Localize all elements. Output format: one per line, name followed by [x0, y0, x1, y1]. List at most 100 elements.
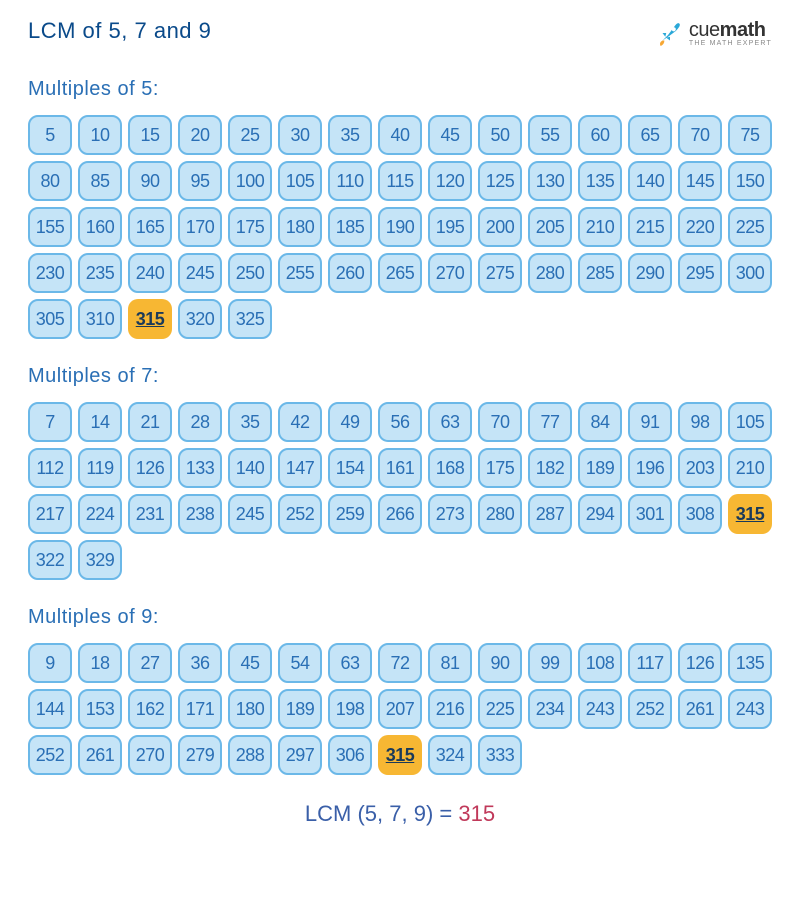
multiple-cell: 171	[178, 689, 222, 729]
logo-text: cuemath	[689, 19, 772, 42]
multiple-cell: 205	[528, 207, 572, 247]
multiple-cell: 324	[428, 735, 472, 775]
multiple-cell: 140	[228, 448, 272, 488]
multiple-cell: 65	[628, 115, 672, 155]
result-line: LCM (5, 7, 9) = 315	[28, 801, 772, 827]
multiple-cell: 252	[278, 494, 322, 534]
multiple-cell: 42	[278, 402, 322, 442]
multiple-cell: 294	[578, 494, 622, 534]
multiple-cell: 180	[228, 689, 272, 729]
multiple-cell: 260	[328, 253, 372, 293]
multiple-cell: 235	[78, 253, 122, 293]
multiple-cell: 273	[428, 494, 472, 534]
multiple-cell: 10	[78, 115, 122, 155]
multiple-cell: 295	[678, 253, 722, 293]
logo-tagline: THE MATH EXPERT	[689, 40, 772, 47]
multiple-cell: 301	[628, 494, 672, 534]
multiple-cell: 56	[378, 402, 422, 442]
multiple-cell: 300	[728, 253, 772, 293]
multiples-grid: 5101520253035404550556065707580859095100…	[28, 115, 772, 339]
multiple-cell: 125	[478, 161, 522, 201]
multiple-cell: 45	[228, 643, 272, 683]
multiple-cell: 216	[428, 689, 472, 729]
multiple-cell: 320	[178, 299, 222, 339]
section-title: Multiples of 7:	[28, 365, 772, 388]
multiple-cell: 147	[278, 448, 322, 488]
brand-logo: cuemath THE MATH EXPERT	[655, 18, 772, 48]
multiple-cell: 230	[28, 253, 72, 293]
multiple-cell: 322	[28, 540, 72, 580]
multiple-cell: 54	[278, 643, 322, 683]
multiple-cell: 250	[228, 253, 272, 293]
multiple-cell: 288	[228, 735, 272, 775]
multiple-cell: 306	[328, 735, 372, 775]
result-label: LCM (5, 7, 9) =	[305, 801, 458, 826]
multiple-cell-highlight: 315	[128, 299, 172, 339]
multiple-cell: 9	[28, 643, 72, 683]
multiple-cell: 210	[578, 207, 622, 247]
multiple-cell: 72	[378, 643, 422, 683]
multiple-cell: 5	[28, 115, 72, 155]
multiple-cell: 145	[678, 161, 722, 201]
multiple-cell: 115	[378, 161, 422, 201]
multiple-cell: 90	[478, 643, 522, 683]
multiple-cell: 55	[528, 115, 572, 155]
multiple-cell: 140	[628, 161, 672, 201]
multiple-cell: 259	[328, 494, 372, 534]
multiple-cell: 120	[428, 161, 472, 201]
multiple-cell: 310	[78, 299, 122, 339]
multiple-cell: 195	[428, 207, 472, 247]
multiple-cell: 144	[28, 689, 72, 729]
multiple-cell: 252	[628, 689, 672, 729]
multiple-cell: 15	[128, 115, 172, 155]
multiple-cell: 270	[428, 253, 472, 293]
multiple-cell: 35	[328, 115, 372, 155]
multiple-cell: 49	[328, 402, 372, 442]
multiple-cell: 70	[678, 115, 722, 155]
multiple-cell: 243	[578, 689, 622, 729]
multiple-cell: 180	[278, 207, 322, 247]
multiple-cell: 25	[228, 115, 272, 155]
multiple-cell: 105	[278, 161, 322, 201]
multiple-cell: 153	[78, 689, 122, 729]
section-title: Multiples of 5:	[28, 78, 772, 101]
multiple-cell: 182	[528, 448, 572, 488]
multiple-cell: 203	[678, 448, 722, 488]
multiple-cell: 63	[328, 643, 372, 683]
multiple-cell: 98	[678, 402, 722, 442]
multiple-cell: 265	[378, 253, 422, 293]
multiple-cell: 329	[78, 540, 122, 580]
multiple-cell: 36	[178, 643, 222, 683]
multiple-cell: 133	[178, 448, 222, 488]
multiple-cell: 110	[328, 161, 372, 201]
multiple-cell: 231	[128, 494, 172, 534]
multiple-cell: 266	[378, 494, 422, 534]
multiple-cell: 279	[178, 735, 222, 775]
multiple-cell: 215	[628, 207, 672, 247]
multiple-cell: 30	[278, 115, 322, 155]
multiple-cell: 280	[478, 494, 522, 534]
multiple-cell: 333	[478, 735, 522, 775]
multiple-cell: 91	[628, 402, 672, 442]
multiple-cell: 85	[78, 161, 122, 201]
multiple-cell: 126	[678, 643, 722, 683]
multiple-cell: 290	[628, 253, 672, 293]
multiple-cell: 252	[28, 735, 72, 775]
multiple-cell: 261	[678, 689, 722, 729]
multiple-cell: 238	[178, 494, 222, 534]
multiple-cell: 297	[278, 735, 322, 775]
multiple-cell: 35	[228, 402, 272, 442]
multiple-cell: 161	[378, 448, 422, 488]
multiple-cell: 240	[128, 253, 172, 293]
multiple-cell: 325	[228, 299, 272, 339]
rocket-icon	[655, 18, 685, 48]
multiple-cell: 90	[128, 161, 172, 201]
multiple-cell: 117	[628, 643, 672, 683]
multiple-cell: 40	[378, 115, 422, 155]
multiple-cell: 135	[728, 643, 772, 683]
multiple-cell: 20	[178, 115, 222, 155]
multiple-cell: 105	[728, 402, 772, 442]
multiple-cell: 261	[78, 735, 122, 775]
multiple-cell: 190	[378, 207, 422, 247]
multiple-cell: 70	[478, 402, 522, 442]
